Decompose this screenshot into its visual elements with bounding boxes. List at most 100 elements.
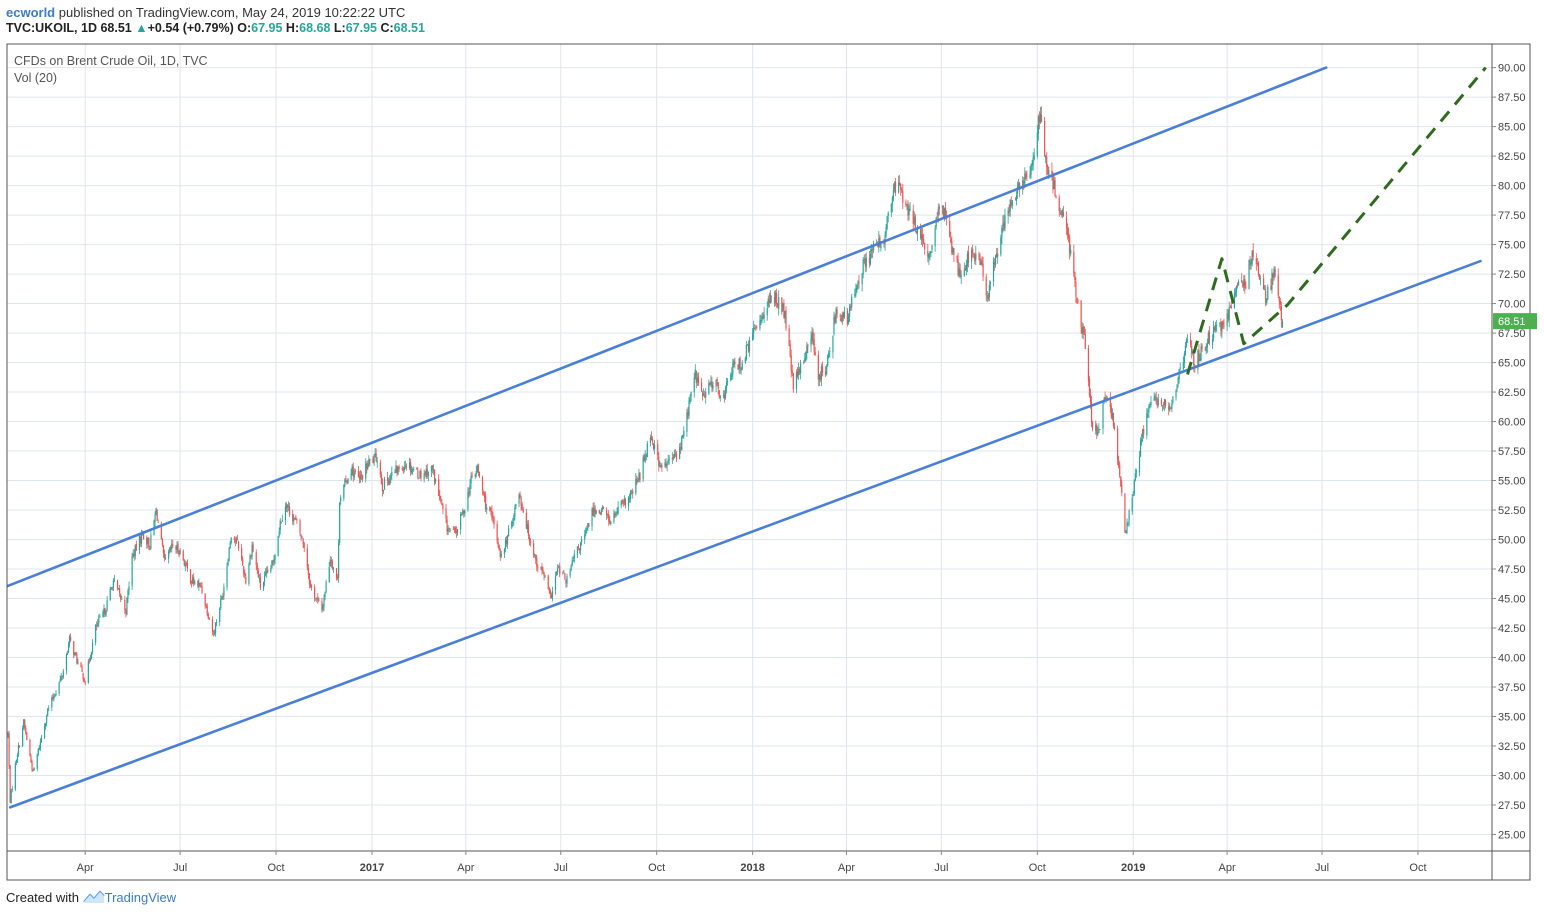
- candle: [272, 559, 274, 566]
- candle-body: [763, 314, 765, 319]
- candle: [36, 753, 38, 772]
- series-legend[interactable]: CFDs on Brent Crude Oil, 1D, TVC: [14, 54, 208, 68]
- candle: [821, 361, 824, 377]
- price-axis[interactable]: 25.0027.5030.0032.5035.0037.5040.0042.50…: [1492, 63, 1526, 842]
- candle-body: [1047, 166, 1049, 175]
- candle-body: [609, 520, 611, 524]
- candle: [913, 211, 915, 226]
- candle-body: [332, 568, 335, 570]
- candle: [1277, 268, 1279, 299]
- candle-body: [374, 452, 376, 455]
- candle: [617, 501, 619, 515]
- candle-body: [891, 197, 893, 205]
- candle-body: [521, 504, 523, 510]
- candle-body: [423, 473, 425, 480]
- candle: [834, 313, 836, 325]
- author-name[interactable]: ecworld: [6, 5, 56, 20]
- candle: [1112, 412, 1115, 429]
- candle-body: [1054, 179, 1056, 196]
- candle: [1252, 243, 1254, 261]
- candle-body: [193, 576, 195, 584]
- candle-body: [522, 509, 524, 513]
- candle: [776, 288, 778, 308]
- candle-body: [248, 564, 250, 584]
- candle: [964, 264, 966, 271]
- candle: [426, 463, 428, 479]
- candle: [357, 465, 360, 478]
- candle-body: [65, 654, 68, 671]
- candle: [571, 556, 573, 567]
- candle-body: [841, 314, 843, 322]
- candle: [1265, 285, 1267, 307]
- candle: [328, 561, 330, 583]
- candle-body: [1111, 412, 1114, 419]
- candle-body: [632, 490, 634, 494]
- candle-body: [928, 254, 930, 259]
- low-label: L:: [333, 21, 346, 35]
- candle: [46, 714, 48, 727]
- candle-body: [104, 608, 106, 615]
- candle-body: [518, 494, 520, 504]
- candle-body: [68, 636, 71, 645]
- tradingview-brand[interactable]: TradingView: [104, 890, 177, 905]
- candle: [432, 464, 435, 475]
- candle-body: [368, 459, 370, 465]
- candle-body: [542, 569, 544, 572]
- candle-body: [636, 480, 638, 482]
- candle: [899, 175, 901, 186]
- candle: [48, 705, 50, 712]
- candle-body: [1234, 291, 1237, 295]
- candle-body: [303, 542, 305, 549]
- candle-body: [617, 506, 619, 514]
- candle: [220, 594, 222, 611]
- candle-body: [796, 371, 799, 377]
- candle: [293, 514, 295, 526]
- candle-body: [534, 554, 536, 556]
- candle-body: [382, 489, 385, 492]
- candle: [97, 619, 99, 627]
- candle: [858, 274, 860, 289]
- candle-body: [15, 759, 17, 763]
- candle-body: [987, 294, 989, 300]
- candle-body: [1208, 331, 1210, 344]
- candle: [941, 205, 944, 215]
- candle-body: [420, 471, 422, 479]
- candle-body: [250, 555, 252, 557]
- candle-body: [587, 523, 589, 529]
- candle-body: [540, 566, 542, 568]
- candle: [878, 231, 880, 253]
- candle: [931, 244, 933, 253]
- candle-body: [890, 203, 892, 213]
- candle-body: [550, 595, 552, 599]
- candle-body: [703, 394, 705, 396]
- candle: [681, 435, 683, 451]
- candle: [68, 634, 71, 648]
- candle: [652, 442, 655, 451]
- time-axis[interactable]: Apr Jul Oct 2017 Apr Jul Oct 2018 Apr Jul Oct 2019 A…: [77, 851, 1427, 874]
- candle-body: [557, 568, 559, 573]
- candle: [841, 311, 843, 325]
- candle-body: [490, 510, 492, 512]
- candle: [360, 471, 363, 480]
- candle-body: [1162, 404, 1165, 406]
- candle: [1235, 285, 1238, 297]
- candle-body: [160, 523, 162, 540]
- candle-body: [500, 554, 502, 557]
- candle-body: [813, 339, 815, 352]
- candle: [146, 535, 148, 549]
- y-tick-label: 90.00: [1498, 63, 1526, 75]
- candle: [126, 596, 128, 616]
- candle: [464, 509, 466, 517]
- volume-legend[interactable]: Vol (20): [14, 71, 58, 85]
- candle-body: [1183, 353, 1185, 364]
- candle: [1125, 529, 1127, 534]
- candle: [700, 377, 703, 393]
- candle-body: [251, 545, 253, 557]
- candle-body: [1125, 531, 1127, 533]
- candle: [773, 290, 776, 307]
- candle-body: [747, 344, 750, 352]
- candle-body: [329, 559, 331, 566]
- candle: [756, 325, 758, 330]
- candle: [292, 509, 294, 525]
